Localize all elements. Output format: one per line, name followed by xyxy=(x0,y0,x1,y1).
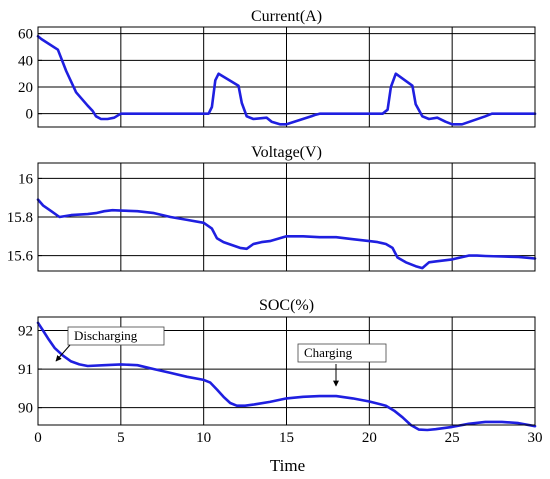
panel-3: SOC(%) 90 91 92 0 5 10 15 20 25 30 Time Discharging C… xyxy=(18,297,543,475)
y-tick-label: 90 xyxy=(18,401,33,417)
x-tick-label: 5 xyxy=(117,430,125,446)
plot-frame xyxy=(37,316,536,426)
series-line xyxy=(36,198,537,270)
x-tick-label: 10 xyxy=(196,430,211,446)
panel-title: Voltage(V) xyxy=(251,144,322,161)
y-tick-label: 15.8 xyxy=(7,210,33,226)
annotation-box xyxy=(67,326,165,346)
y-tick-label: 20 xyxy=(18,80,33,96)
y-tick-label: 0 xyxy=(26,107,34,123)
y-tick-label: 15.6 xyxy=(7,249,34,265)
x-tick-label: 25 xyxy=(445,430,460,446)
x-tick-label: 0 xyxy=(34,430,42,446)
series-line xyxy=(36,35,537,126)
panel-1: Current(A) 0 20 40 60 xyxy=(18,8,537,128)
y-tick-label: 40 xyxy=(18,53,33,69)
annotation-0: Discharging xyxy=(55,326,165,362)
annotation-1: Charging xyxy=(297,343,387,387)
annotation-label: Discharging xyxy=(74,328,138,343)
y-tick-label: 92 xyxy=(18,324,33,340)
panel-title: SOC(%) xyxy=(259,297,314,314)
x-tick-label: 30 xyxy=(528,430,543,446)
panel-title: Current(A) xyxy=(251,8,322,25)
x-tick-label: 20 xyxy=(362,430,377,446)
y-tick-label: 91 xyxy=(18,362,33,378)
annotation-box xyxy=(297,343,387,363)
y-tick-label: 60 xyxy=(18,27,33,43)
x-tick-label: 15 xyxy=(279,430,294,446)
panel-2: Voltage(V) 15.6 15.8 16 xyxy=(7,144,537,272)
y-tick-label: 16 xyxy=(18,171,34,187)
plot-frame xyxy=(37,162,536,272)
annotation-label: Charging xyxy=(304,345,353,360)
x-axis-label: Time xyxy=(270,456,305,475)
series-line xyxy=(36,321,537,432)
annotation-arrow xyxy=(55,344,71,362)
plot-frame xyxy=(37,26,536,128)
